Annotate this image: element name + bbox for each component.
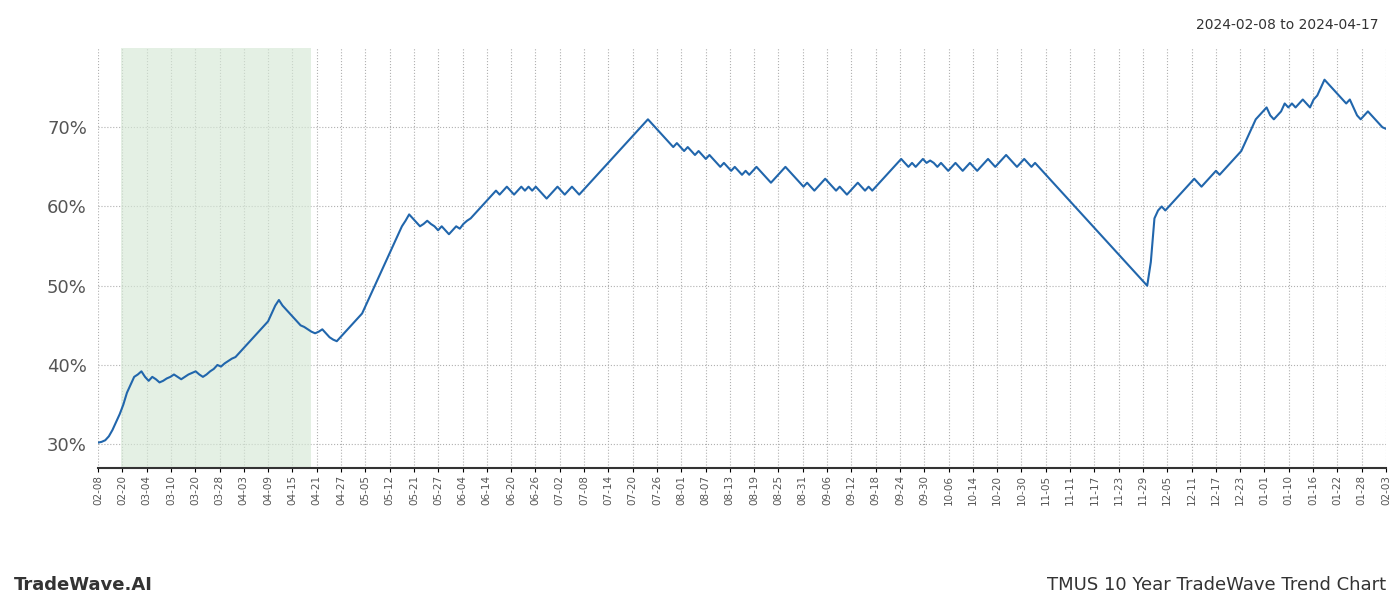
- Text: TradeWave.AI: TradeWave.AI: [14, 576, 153, 594]
- Bar: [122, 48, 311, 468]
- Text: TMUS 10 Year TradeWave Trend Chart: TMUS 10 Year TradeWave Trend Chart: [1047, 576, 1386, 594]
- Text: 2024-02-08 to 2024-04-17: 2024-02-08 to 2024-04-17: [1197, 18, 1379, 32]
